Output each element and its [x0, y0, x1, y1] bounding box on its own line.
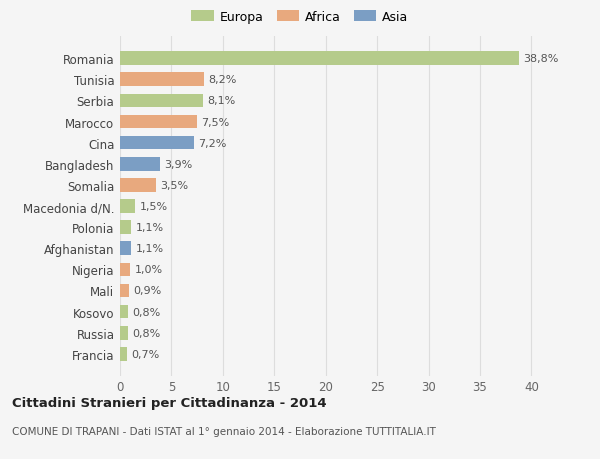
Bar	[120, 263, 130, 277]
Text: 3,9%: 3,9%	[164, 159, 193, 169]
Bar	[120, 200, 136, 213]
Bar	[120, 221, 131, 235]
Text: 38,8%: 38,8%	[523, 54, 559, 64]
Bar	[120, 115, 197, 129]
Text: 0,8%: 0,8%	[133, 307, 161, 317]
Bar	[120, 73, 205, 87]
Text: 0,8%: 0,8%	[133, 328, 161, 338]
Text: Cittadini Stranieri per Cittadinanza - 2014: Cittadini Stranieri per Cittadinanza - 2…	[12, 396, 326, 409]
Bar	[120, 136, 194, 150]
Text: 7,5%: 7,5%	[201, 117, 230, 127]
Text: 7,2%: 7,2%	[198, 138, 227, 148]
Text: 8,1%: 8,1%	[208, 96, 236, 106]
Text: 1,1%: 1,1%	[136, 244, 164, 254]
Bar	[120, 52, 519, 66]
Bar	[120, 94, 203, 108]
Text: 1,5%: 1,5%	[140, 202, 167, 212]
Text: COMUNE DI TRAPANI - Dati ISTAT al 1° gennaio 2014 - Elaborazione TUTTITALIA.IT: COMUNE DI TRAPANI - Dati ISTAT al 1° gen…	[12, 426, 436, 436]
Bar	[120, 284, 129, 298]
Text: 1,0%: 1,0%	[134, 265, 163, 275]
Bar	[120, 347, 127, 361]
Text: 8,2%: 8,2%	[208, 75, 237, 85]
Text: 3,5%: 3,5%	[160, 180, 188, 190]
Bar	[120, 305, 128, 319]
Text: 1,1%: 1,1%	[136, 223, 164, 233]
Bar	[120, 157, 160, 171]
Bar	[120, 179, 156, 192]
Legend: Europa, Africa, Asia: Europa, Africa, Asia	[189, 9, 411, 27]
Bar	[120, 326, 128, 340]
Text: 0,7%: 0,7%	[131, 349, 160, 359]
Text: 0,9%: 0,9%	[133, 286, 161, 296]
Bar	[120, 242, 131, 256]
